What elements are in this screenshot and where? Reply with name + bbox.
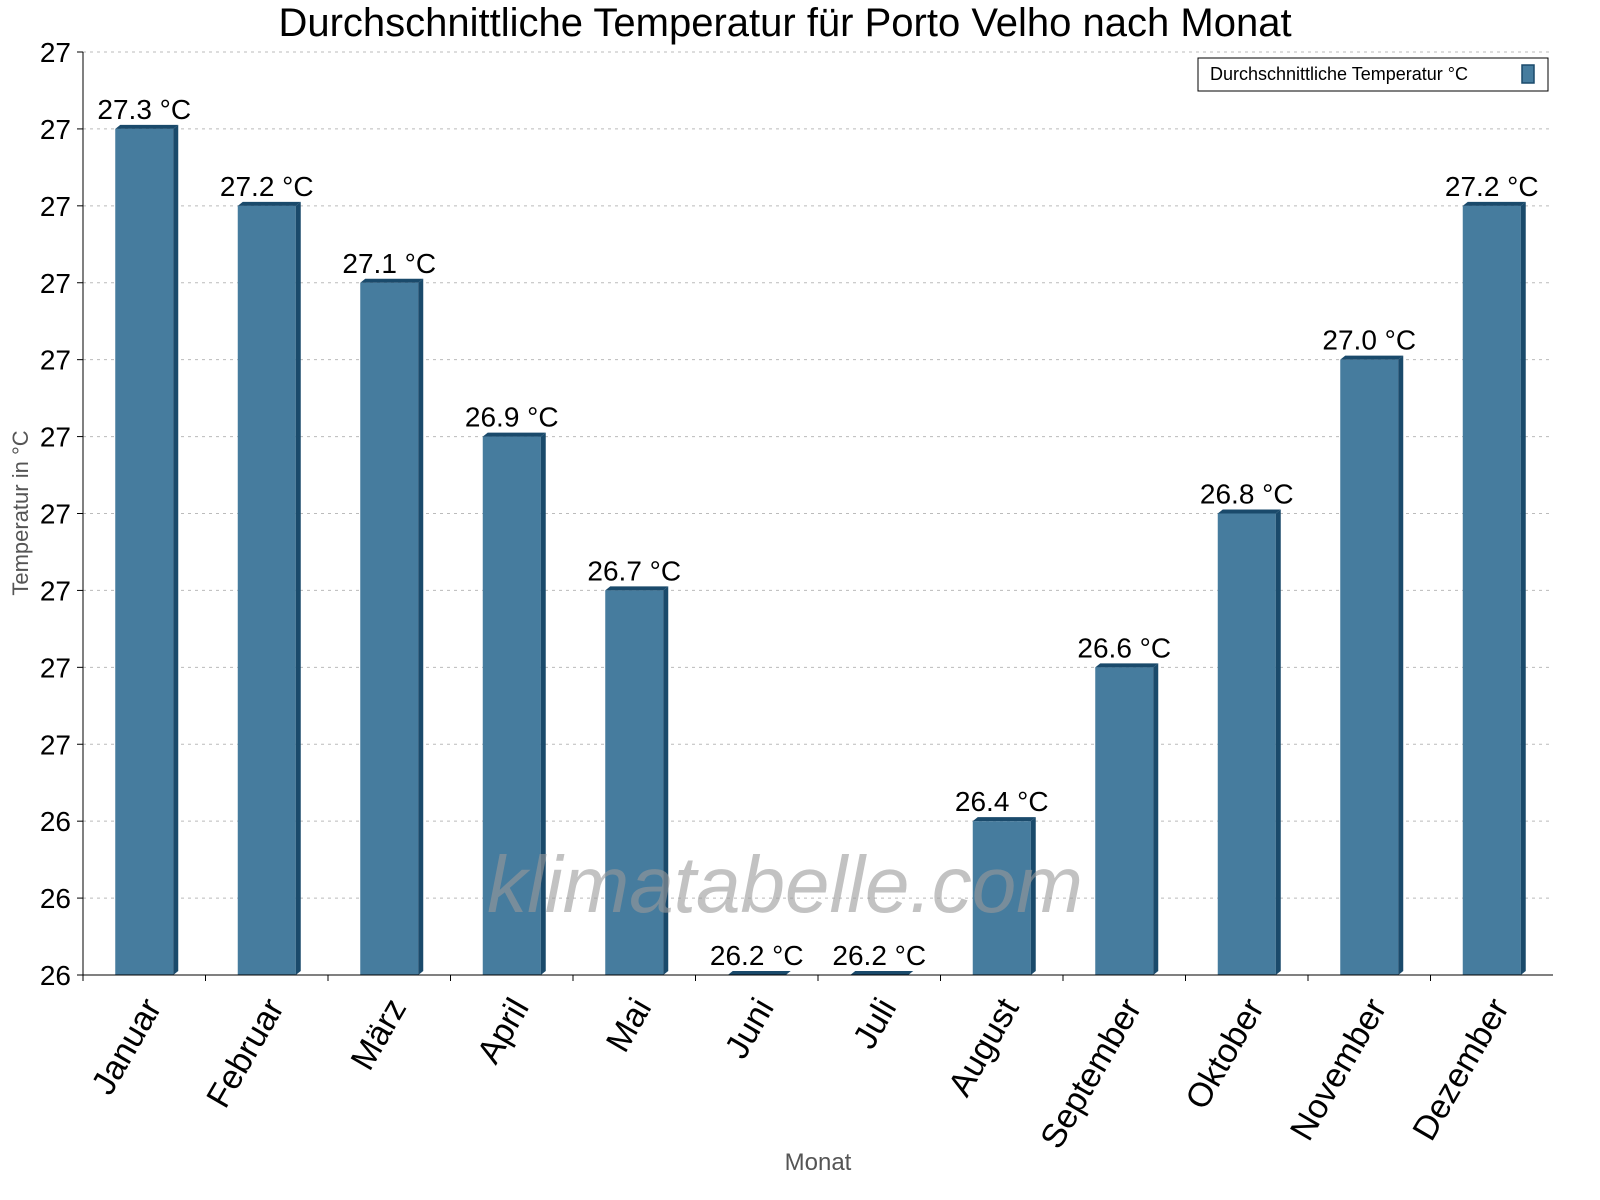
y-tick-label: 27 [40, 114, 71, 145]
y-tick-label: 27 [40, 422, 71, 453]
bar-side [1153, 663, 1159, 975]
legend-label: Durchschnittliche Temperatur °C [1210, 64, 1468, 84]
bar-top [482, 432, 546, 437]
y-tick-label: 27 [40, 652, 71, 683]
bar-top [605, 586, 669, 591]
data-label: 27.0 °C [1322, 325, 1416, 356]
legend-swatch [1521, 64, 1535, 84]
data-label: 26.4 °C [955, 786, 1049, 817]
bar-side [540, 432, 546, 975]
data-label: 26.2 °C [832, 940, 926, 971]
data-label: 26.6 °C [1077, 632, 1171, 663]
bar [972, 821, 1031, 975]
bar [605, 590, 664, 975]
x-tick-label: Mai [599, 992, 659, 1058]
x-tick-label: April [470, 992, 537, 1070]
bar-side [295, 201, 301, 976]
y-tick-label: 27 [40, 268, 71, 299]
y-tick-label: 27 [40, 37, 71, 68]
x-tick-label: Juli [846, 992, 904, 1055]
bar-top [1217, 509, 1281, 514]
grid [83, 51, 1553, 899]
y-tick-label: 27 [40, 345, 71, 376]
bar-side [663, 586, 669, 975]
x-tick-label: August [941, 992, 1027, 1103]
data-label: 27.3 °C [97, 94, 191, 125]
bar-top [972, 817, 1036, 822]
y-axis-label: Temperatur in °C [8, 430, 33, 595]
bar [237, 205, 296, 976]
bar-side [1520, 201, 1526, 976]
bar-top [1340, 355, 1404, 360]
chart-title: Durchschnittliche Temperatur für Porto V… [278, 1, 1291, 45]
bar [1217, 513, 1276, 975]
y-tick-label: 27 [40, 191, 71, 222]
bar-side [173, 124, 179, 975]
x-tick-label: November [1283, 992, 1394, 1147]
bar [360, 282, 419, 975]
data-label: 27.2 °C [1445, 171, 1539, 202]
bar-top [727, 971, 791, 975]
x-tick-label: Januar [84, 992, 169, 1101]
data-label: 27.2 °C [220, 171, 314, 202]
bar [1340, 359, 1399, 976]
data-label: 27.1 °C [342, 248, 436, 279]
legend-box [1197, 57, 1549, 92]
bar-top [850, 971, 914, 975]
x-tick-label: Oktober [1178, 992, 1271, 1116]
bar-top [1462, 201, 1526, 206]
y-tick-label: 26 [40, 806, 71, 837]
legend: Durchschnittliche Temperatur °C [1197, 57, 1549, 92]
y-tick-label: 27 [40, 575, 71, 606]
y-tick-label: 26 [40, 883, 71, 914]
x-tick-label: März [343, 992, 414, 1076]
bar-top [115, 124, 179, 129]
bar-side [1398, 355, 1404, 976]
y-tick-label: 27 [40, 729, 71, 760]
data-labels: 27.3 °C 27.2 °C 27.1 °C 26.9 °C 26.7 °C 26.2 … [97, 94, 1538, 971]
data-label: 26.7 °C [587, 555, 681, 586]
bar-side [418, 278, 424, 975]
bar [115, 128, 174, 975]
bar-top [360, 278, 424, 283]
bar [1095, 667, 1154, 975]
bar [482, 436, 541, 975]
bars [115, 124, 1526, 976]
bar-side [1030, 817, 1036, 975]
bar [1462, 205, 1521, 976]
data-label: 26.2 °C [710, 940, 804, 971]
bar-side [1275, 509, 1281, 975]
watermark: klimatabelle.com [487, 840, 1083, 929]
y-tick-label: 27 [40, 499, 71, 530]
data-label: 26.9 °C [465, 402, 559, 433]
data-label: 26.8 °C [1200, 479, 1294, 510]
x-tick-label: Juni [718, 992, 782, 1065]
y-tick-label: 26 [40, 960, 71, 991]
bar-top [1095, 663, 1159, 668]
x-tick-label: Dezember [1405, 992, 1516, 1147]
x-axis-label: Monat [785, 1149, 852, 1176]
x-tick-label: September [1033, 992, 1149, 1155]
x-tick-label: Februar [199, 992, 291, 1114]
bar-top [237, 201, 301, 206]
